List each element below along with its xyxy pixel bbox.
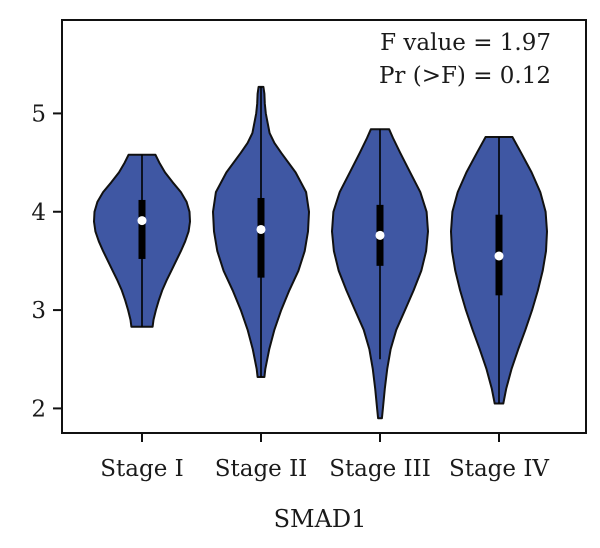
p-value-annotation: Pr (>F) = 0.12 (379, 63, 551, 89)
x-axis-title: SMAD1 (274, 505, 367, 533)
x-tick-label: Stage II (215, 456, 308, 482)
y-axis: 2 3 4 5 (31, 101, 62, 422)
violin-median-dot (256, 224, 266, 234)
violin-median-dot (137, 216, 147, 226)
violin-iqr-box (257, 197, 265, 278)
x-tick-label: Stage III (329, 456, 431, 482)
y-tick-label: 5 (31, 101, 46, 127)
x-tick-label: Stage IV (449, 456, 549, 482)
x-tick-label: Stage I (100, 456, 183, 482)
y-tick-label: 2 (31, 396, 46, 422)
violin-iqr-box (138, 199, 146, 259)
violin-group (93, 85, 548, 420)
f-value-annotation: F value = 1.97 (380, 30, 551, 56)
y-tick-label: 3 (31, 298, 46, 324)
x-axis: Stage I Stage II Stage III Stage IV (100, 433, 549, 482)
plot-frame (61, 19, 587, 434)
y-tick-label: 4 (31, 200, 46, 226)
violin-median-dot (494, 251, 504, 261)
violin-median-dot (375, 230, 385, 240)
